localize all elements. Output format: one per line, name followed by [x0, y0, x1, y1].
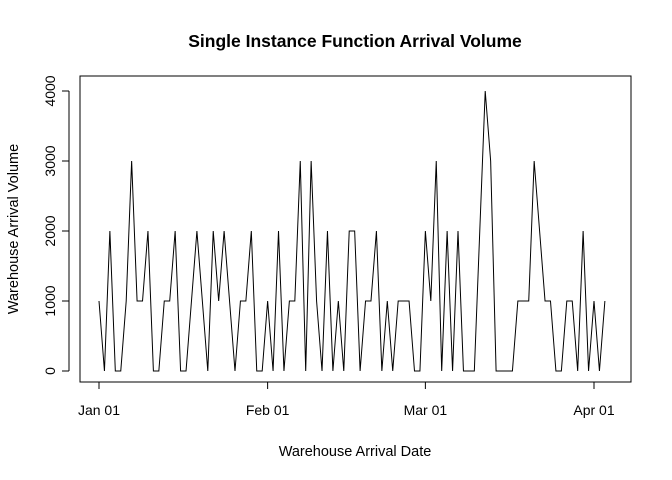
- y-tick-label: 3000: [42, 145, 58, 176]
- series-layer: [98, 90, 606, 372]
- y-axis: 0 1000 2000 3000 4000: [42, 75, 70, 375]
- x-tick-label: Mar 01: [404, 402, 448, 418]
- x-axis: Jan 01 Feb 01 Mar 01 Apr 01: [78, 381, 615, 418]
- plot-frame: [79, 75, 632, 383]
- x-axis-label: Warehouse Arrival Date: [279, 444, 432, 460]
- x-tick-label: Jan 01: [78, 402, 120, 418]
- y-tick-label: 2000: [42, 215, 58, 246]
- y-tick-label: 4000: [42, 75, 58, 106]
- y-axis-label: Warehouse Arrival Volume: [6, 144, 22, 314]
- y-tick-label: 0: [42, 367, 58, 375]
- series-line-0: [98, 90, 606, 372]
- x-tick-label: Feb 01: [246, 402, 290, 418]
- chart-title: Single Instance Function Arrival Volume: [188, 31, 522, 51]
- x-tick-label: Apr 01: [573, 402, 614, 418]
- y-tick-label: 1000: [42, 285, 58, 316]
